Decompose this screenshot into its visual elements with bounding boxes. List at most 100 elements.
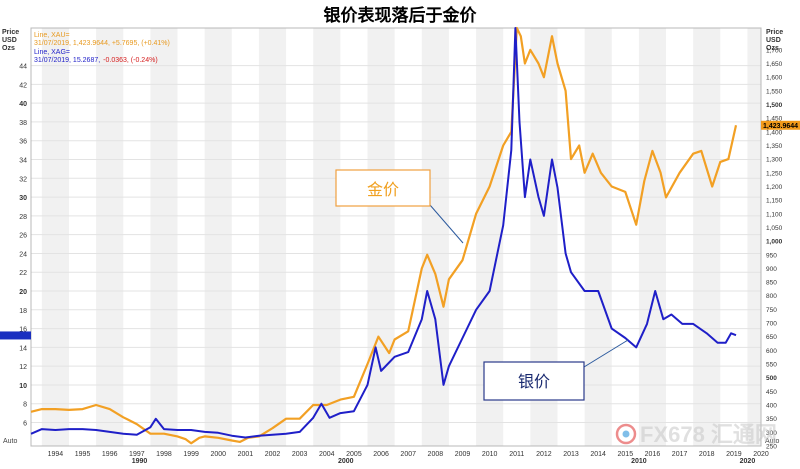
x-axis-ticks: 1994 1995 1996 1997 1998 1999 2000 2001 2002 2003… (48, 451, 769, 465)
right-tick-label: 1,100 (766, 211, 783, 218)
year-stripe (258, 28, 287, 446)
left-auto-label: Auto (3, 438, 18, 445)
right-tick-label: 1,250 (766, 170, 783, 177)
right-tick-label: 1,200 (766, 184, 783, 191)
x-tick-label: 2002 (265, 451, 281, 458)
left-tick-label: 8 (23, 402, 27, 409)
right-current-label: 1,423.9644 (763, 123, 798, 130)
left-tick-label: 6 (23, 421, 27, 428)
x-tick-label: 1994 (48, 451, 64, 458)
right-tick-label: 900 (766, 266, 777, 273)
year-stripe (367, 28, 395, 446)
x-tick-label: 2020 (753, 451, 769, 458)
left-axis-header-price: Price (2, 29, 19, 36)
right-tick-label: 1,700 (766, 47, 783, 54)
right-tick-label: 1,650 (766, 61, 783, 68)
gold-series-line (30, 26, 738, 445)
right-tick-label: 800 (766, 293, 777, 300)
right-tick-label: 950 (766, 252, 777, 259)
plot-frame (30, 27, 762, 447)
left-tick-label: 42 (19, 82, 27, 89)
right-axis-header: Price USD Ozs (766, 29, 783, 52)
left-axis-ticks: 6 8 10 12 14 16 18 20 22 24 26 28 30 32 34 36 38 40 42 44 (19, 64, 27, 428)
left-tick-label: 14 (19, 345, 27, 352)
silver-series-line (30, 27, 737, 439)
year-stripe (421, 28, 449, 446)
x-tick-label: 2000 (210, 451, 226, 458)
x-tick-label: 2010 (482, 451, 498, 458)
gold-callout-box (335, 169, 431, 207)
legend-silver-line: Line, XAG= (34, 49, 70, 56)
left-tick-label: 28 (19, 214, 27, 221)
left-tick-label: 22 (19, 270, 27, 277)
year-stripe (638, 28, 667, 446)
x-tick-label: 2008 (428, 451, 444, 458)
x-tick-label: 2007 (400, 451, 416, 458)
right-tick-label: 650 (766, 334, 777, 341)
x-decade-label: 2010 (631, 458, 647, 464)
left-tick-label: 12 (19, 364, 27, 371)
left-tick-label: 20 (19, 289, 27, 296)
right-tick-label: 1,050 (766, 225, 783, 232)
right-tick-label: 400 (766, 403, 777, 410)
x-tick-label: 2014 (590, 451, 606, 458)
right-tick-label: 750 (766, 307, 777, 314)
right-current-marker: 1,423.9644 (761, 120, 800, 130)
right-tick-label: 1,350 (766, 143, 783, 150)
left-tick-label: 36 (19, 139, 27, 146)
right-tick-label: 450 (766, 389, 777, 396)
right-tick-label: 350 (766, 416, 777, 423)
gold-callout-line (429, 204, 464, 244)
right-tick-label: 500 (766, 375, 777, 382)
silver-callout-line (583, 339, 629, 368)
right-tick-label: 1,300 (766, 157, 783, 164)
legend-silver-change: -0.0363, (-0.24%) (103, 57, 157, 64)
right-tick-label: 1,500 (766, 102, 783, 109)
year-stripe (584, 28, 612, 446)
left-tick-label: 34 (19, 158, 27, 165)
x-tick-label: 1998 (156, 451, 172, 458)
x-tick-label: 2018 (699, 451, 715, 458)
x-tick-label: 1997 (129, 451, 145, 458)
x-tick-label: 2001 (238, 451, 254, 458)
x-decade-label: 2000 (338, 458, 354, 464)
right-tick-label: 1,000 (766, 239, 783, 246)
watermark: FX678 汇通网 (615, 422, 777, 447)
x-tick-label: 2017 (672, 451, 688, 458)
left-tick-label: 26 (19, 233, 27, 240)
right-current-box (761, 120, 800, 130)
left-axis-header: Price USD Ozs (2, 29, 19, 52)
legend-silver-value: 31/07/2019, 15.2687, -0.0363, (-0.24%) (34, 57, 158, 64)
year-stripe (747, 28, 761, 446)
left-tick-label: 18 (19, 308, 27, 315)
year-stripe (96, 28, 124, 446)
left-tick-label: 10 (19, 383, 27, 390)
right-axis-header-unit: USD (766, 37, 781, 44)
right-tick-label: 700 (766, 321, 777, 328)
x-decade-label: 1990 (132, 458, 148, 464)
x-tick-label: 2005 (346, 451, 362, 458)
left-tick-label: 16 (19, 327, 27, 334)
x-tick-label: 1995 (75, 451, 91, 458)
right-tick-label: 600 (766, 348, 777, 355)
left-axis-header-ozs: Ozs (2, 45, 15, 52)
year-stripe (204, 28, 232, 446)
x-tick-label: 2012 (536, 451, 552, 458)
gridlines (31, 65, 761, 424)
watermark-text: FX678 汇通网 (640, 422, 777, 447)
right-axis-header-price: Price (766, 29, 783, 36)
legend: Line, XAU= 31/07/2019, 1,423.9644, +5.76… (34, 32, 170, 64)
right-tick-label: 250 (766, 444, 777, 451)
x-tick-label: 2003 (292, 451, 308, 458)
x-tick-label: 2009 (455, 451, 471, 458)
left-tick-label: 30 (19, 195, 27, 202)
watermark-logo-icon (615, 423, 637, 445)
year-stripe (41, 28, 69, 446)
legend-silver-date: 31/07/2019, 15.2687, (34, 57, 100, 64)
legend-gold-line: Line, XAU= (34, 32, 70, 39)
x-tick-label: 2015 (618, 451, 634, 458)
silver-callout-label: 银价 (518, 373, 550, 391)
x-tick-label: 1999 (183, 451, 199, 458)
